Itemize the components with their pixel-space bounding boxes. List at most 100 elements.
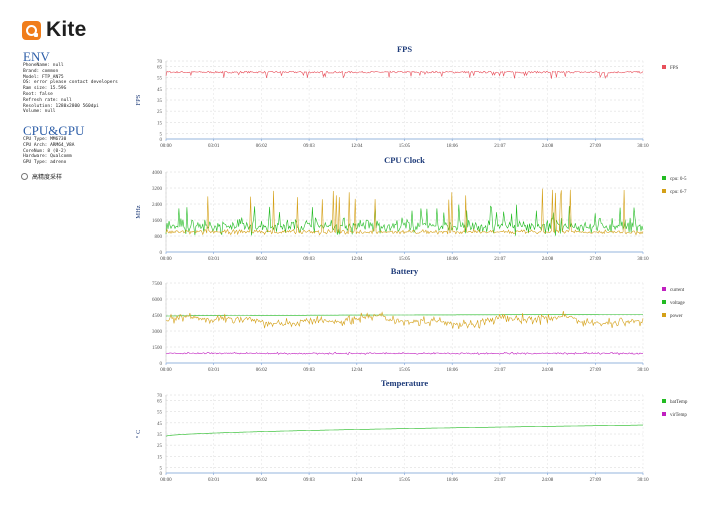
legend-label: power (670, 314, 683, 319)
series-line-voltage (165, 314, 643, 317)
y-tick-label: 65 (157, 400, 163, 405)
x-tick-label: 12:04 (351, 368, 363, 373)
legend-swatch (662, 287, 666, 291)
y-tick-label: 70 (157, 60, 163, 65)
chart-title: Battery (391, 266, 419, 276)
series-line-cpu-6-7 (165, 188, 644, 236)
series-line-battemp (165, 424, 643, 437)
x-tick-label: 15:05 (399, 144, 411, 149)
x-tick-label: 24:08 (542, 478, 554, 483)
x-tick-label: 24:08 (542, 257, 554, 262)
y-tick-label: 5 (160, 466, 163, 471)
env-line: Volume: null (23, 109, 56, 115)
x-tick-label: 15:05 (399, 368, 411, 373)
y-tick-label: 45 (157, 88, 163, 93)
env-line: PhoneName: null (23, 63, 64, 68)
chart-title: FPS (397, 44, 412, 54)
x-tick-label: 06:02 (256, 368, 268, 373)
y-tick-label: 55 (157, 411, 163, 416)
env-line: Brand: common (23, 68, 59, 74)
env-title: ENV (23, 49, 50, 64)
y-tick-label: 5 (160, 132, 163, 137)
legend-label: virTemp (670, 413, 687, 418)
high-precision-sampling-toggle[interactable]: 高精度采样 (21, 172, 62, 181)
legend-swatch (662, 313, 666, 317)
x-tick-label: 30:10 (637, 368, 649, 373)
legend-swatch (662, 399, 666, 403)
x-tick-label: 06:02 (256, 478, 268, 483)
x-tick-label: 00:00 (160, 144, 172, 149)
x-tick-label: 06:02 (256, 144, 268, 149)
cpu-line: CoreNum: 8 (0-2) (23, 148, 67, 154)
x-tick-label: 15:05 (399, 257, 411, 262)
y-tick-label: 45 (157, 422, 163, 427)
legend-swatch (662, 65, 666, 69)
legend-label: current (670, 288, 685, 293)
x-tick-label: 09:03 (303, 478, 315, 483)
env-line: Model: FTP_AN75 (23, 74, 64, 80)
y-axis-label: FPS (135, 94, 142, 105)
x-tick-label: 09:03 (303, 144, 315, 149)
y-tick-label: 70 (157, 394, 163, 399)
x-tick-label: 24:08 (542, 368, 554, 373)
y-tick-label: 15 (157, 455, 163, 460)
x-tick-label: 03:01 (208, 144, 220, 149)
y-tick-label: 0 (160, 251, 163, 256)
x-tick-label: 27:09 (590, 478, 602, 483)
x-tick-label: 30:10 (637, 478, 649, 483)
x-tick-label: 12:04 (351, 257, 363, 262)
y-tick-label: 7500 (152, 282, 163, 287)
x-tick-label: 27:09 (590, 368, 602, 373)
kite-logo-icon (22, 20, 41, 40)
radio-icon[interactable] (21, 173, 28, 180)
x-tick-label: 00:00 (160, 478, 172, 483)
x-tick-label: 06:02 (256, 257, 268, 262)
y-tick-label: 0 (160, 472, 163, 477)
toggle-label: 高精度采样 (32, 174, 63, 181)
series-line-fps (165, 70, 644, 80)
env-line: Root: false (23, 91, 53, 97)
legend-label: cpu: 6-7 (670, 190, 687, 195)
legend-swatch (662, 176, 666, 180)
env-line: Refresh rate: null (23, 97, 72, 103)
y-tick-label: 2400 (152, 203, 163, 208)
cpu-line: CPU Type: MM6730 (23, 137, 67, 142)
legend-label: FPS (670, 66, 679, 71)
x-tick-label: 18:06 (447, 478, 459, 483)
y-tick-label: 55 (157, 77, 163, 82)
legend-swatch (662, 412, 666, 416)
cpu-gpu-title: CPU&GPU (23, 123, 85, 138)
y-tick-label: 1600 (152, 219, 163, 224)
x-tick-label: 27:09 (590, 257, 602, 262)
cpu-gpu-info: CPU Type: MM6730 CPU Arch: ARM64_V8A Cor… (23, 137, 74, 166)
y-tick-label: 3000 (152, 330, 163, 335)
y-tick-label: 1500 (152, 346, 163, 351)
y-tick-label: 6000 (152, 298, 163, 303)
legend-swatch (662, 300, 666, 304)
y-tick-label: 3200 (152, 187, 163, 192)
y-tick-label: 4000 (152, 171, 163, 176)
x-tick-label: 18:06 (447, 144, 459, 149)
x-tick-label: 03:01 (208, 257, 220, 262)
legend-label: voltage (670, 301, 685, 306)
env-line: Resolution: 1280x2800 560dpi (23, 103, 99, 109)
chart-title: Temperature (381, 378, 428, 388)
sidebar: Kite ENV PhoneName: null Brand: common M… (0, 0, 150, 524)
x-tick-label: 30:10 (637, 144, 649, 149)
env-line: Ram size: 15.59G (23, 86, 67, 92)
cpu-line: Hardware: Qualcomm (23, 154, 72, 160)
env-info: PhoneName: null Brand: common Model: FTP… (23, 63, 118, 115)
x-tick-label: 03:01 (208, 478, 220, 483)
x-tick-label: 21:07 (494, 478, 506, 483)
y-tick-label: 35 (157, 99, 163, 104)
x-tick-label: 24:08 (542, 144, 554, 149)
series-line-cpu-0-5 (165, 204, 644, 236)
app-name: Kite (46, 18, 87, 41)
x-tick-label: 12:04 (351, 478, 363, 483)
x-tick-label: 21:07 (494, 257, 506, 262)
y-tick-label: 25 (157, 110, 163, 115)
cpu-line: CPU Arch: ARM64_V8A (23, 142, 75, 148)
cpu-line: GPU Type: adreno (23, 160, 67, 166)
x-tick-label: 12:04 (351, 144, 363, 149)
